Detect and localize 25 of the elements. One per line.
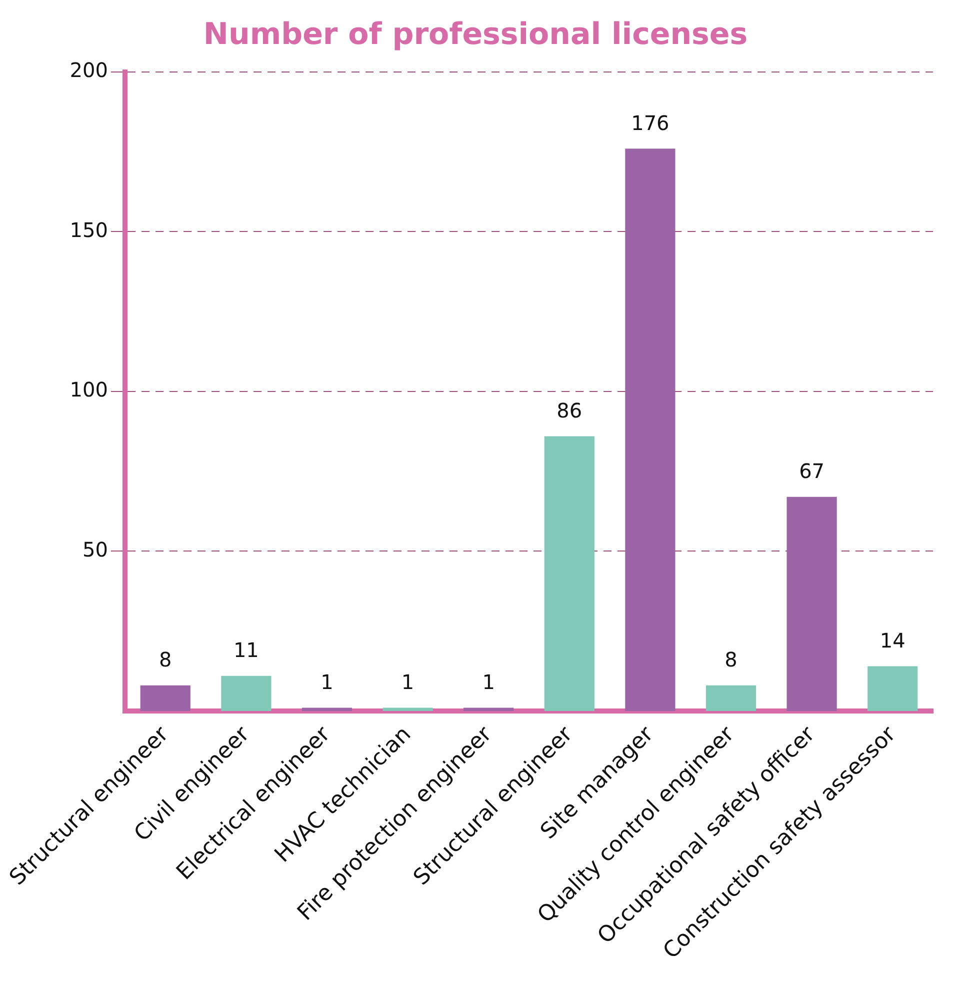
data-label: 8 (724, 648, 738, 672)
bar (868, 666, 918, 711)
y-tick-label: 200 (70, 58, 108, 82)
data-label: 86 (556, 398, 582, 422)
data-label: 8 (159, 648, 172, 672)
data-label: 67 (799, 459, 825, 484)
bar (221, 676, 272, 711)
data-label: 14 (880, 628, 906, 652)
data-label: 1 (320, 670, 334, 694)
y-tick-label: 150 (70, 218, 108, 242)
bar (382, 708, 433, 711)
y-tick-label: 50 (82, 537, 108, 562)
bar (464, 708, 514, 711)
data-label: 11 (233, 638, 259, 662)
data-label: 176 (631, 110, 670, 135)
y-tick-label: 100 (70, 378, 108, 402)
bar (140, 685, 190, 711)
bar (706, 685, 756, 711)
bar (786, 496, 837, 711)
bar (625, 148, 676, 711)
data-label: 1 (482, 670, 495, 694)
data-label: 1 (401, 670, 414, 694)
bar (544, 436, 594, 711)
chart-title: Number of professional licenses (203, 16, 748, 52)
bar (302, 708, 352, 711)
